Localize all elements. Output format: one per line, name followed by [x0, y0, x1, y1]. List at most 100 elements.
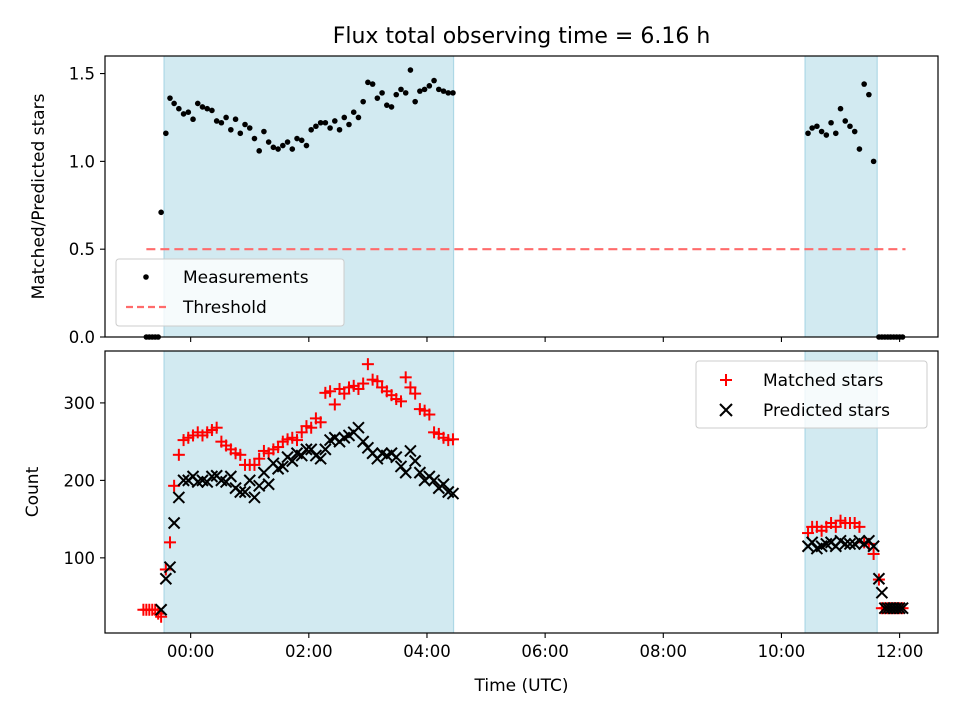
legend-threshold-label: Threshold [182, 298, 267, 318]
legend-measurements-label: Measurements [183, 268, 309, 288]
predicted-star-point [893, 602, 906, 615]
predicted-star-point [276, 460, 290, 473]
predicted-star-point [300, 443, 313, 456]
bottom-legend-box [695, 360, 928, 429]
measurement-point [355, 114, 362, 121]
chart-title: Flux total observing time = 6.16 h [333, 24, 711, 49]
measurement-point [322, 119, 329, 126]
measurement-point [440, 88, 447, 94]
top-panel: 0.0 0.5 1.0 1.5 Matched/Predicted stars Mea… [29, 55, 939, 347]
predicted-star-point [167, 516, 181, 530]
measurement-point [861, 81, 867, 87]
measurement-point [421, 86, 428, 93]
top-measurement-points [143, 67, 906, 340]
measurement-point [818, 128, 825, 135]
x-tick-label: 10:00 [758, 642, 806, 661]
top-observing-bands [163, 56, 878, 337]
measurement-point [280, 142, 286, 149]
measurement-point [851, 128, 858, 135]
predicted-star-point [248, 491, 261, 504]
matched-star-point [248, 458, 261, 471]
measurement-point [842, 118, 849, 124]
matched-star-point [295, 426, 308, 439]
predicted-star-point [399, 466, 412, 479]
predicted-star-point [839, 537, 852, 551]
measurement-point [412, 98, 418, 105]
predicted-star-point [881, 602, 894, 615]
measurement-point [171, 100, 177, 107]
x-tick-label: 00:00 [167, 642, 215, 661]
measurement-point [261, 128, 267, 135]
measurement-point [360, 98, 366, 105]
bottom-observing-band [164, 351, 454, 633]
measurement-point [223, 114, 229, 121]
measurement-point [384, 102, 390, 108]
predicted-star-point [805, 536, 819, 549]
matched-star-point [853, 520, 866, 533]
measurement-point [294, 135, 300, 142]
bottom-star-points [137, 358, 909, 623]
measurement-point [275, 146, 281, 152]
measurement-point [180, 111, 187, 117]
measurement-point [185, 109, 192, 115]
bottom-observing-bands [163, 351, 878, 633]
predicted-star-point [356, 435, 370, 448]
predicted-star-point [234, 485, 247, 499]
bottom-y-axis-label: Count [23, 466, 43, 517]
measurement-point [814, 123, 820, 130]
x-tick-label: 04:00 [403, 642, 451, 661]
x-tick-label: 12:00 [876, 642, 924, 661]
measurement-point [450, 90, 456, 96]
bottom-y-tick-label: 100 [64, 549, 96, 568]
matched-star-point [155, 610, 168, 623]
matched-star-point [404, 381, 417, 394]
measurement-point [369, 81, 376, 87]
measurement-point [866, 91, 872, 98]
predicted-star-point [875, 586, 889, 599]
predicted-star-point [352, 421, 365, 434]
matched-star-point [357, 377, 370, 390]
measurement-point [232, 116, 239, 123]
measurement-point [832, 130, 839, 137]
measurement-point [336, 126, 343, 133]
measurement-point [289, 146, 296, 152]
measurement-point [809, 125, 815, 131]
measurement-point [828, 119, 834, 126]
predicted-star-point [159, 572, 173, 585]
measurement-point [823, 132, 830, 138]
matched-star-point [371, 375, 384, 388]
measurement-point [246, 125, 253, 131]
measurement-point [317, 119, 324, 126]
predicted-star-point [154, 603, 168, 616]
predicted-star-point [872, 572, 886, 585]
legend-predicted-marker [719, 403, 733, 417]
measurement-point [303, 142, 310, 149]
measurement-point [837, 105, 844, 112]
measurement-point [209, 107, 215, 114]
predicted-star-point [286, 454, 299, 468]
predicted-star-point [319, 443, 332, 456]
measurement-point [431, 77, 437, 84]
measurement-point [388, 104, 395, 110]
predicted-star-point [252, 479, 266, 493]
matched-star-point [253, 452, 266, 465]
matched-star-point [394, 395, 407, 408]
predicted-star-point [394, 460, 408, 473]
matched-star-point [163, 536, 176, 549]
measurement-point [393, 91, 400, 98]
matched-star-point [361, 358, 374, 371]
measurement-point [327, 125, 333, 131]
bottom-legend: Matched stars Predicted stars [695, 360, 928, 429]
measurement-point [350, 109, 357, 115]
measurement-point [270, 144, 277, 151]
predicted-star-point [878, 602, 892, 615]
top-y-tick-label: 0.5 [69, 240, 95, 259]
matched-star-point [210, 421, 223, 434]
top-x-ticks [190, 337, 901, 342]
measurement-point [417, 88, 423, 94]
matched-star-point [446, 433, 459, 446]
matched-star-point [423, 408, 436, 421]
measurement-point [374, 95, 381, 101]
bottom-panel-frame [104, 350, 939, 634]
bottom-y-tick-label: 200 [64, 471, 96, 490]
